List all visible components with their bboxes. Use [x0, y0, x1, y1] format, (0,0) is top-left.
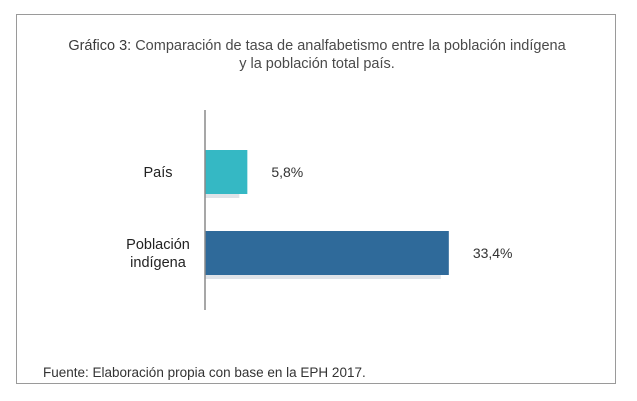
category-label: Población — [126, 237, 190, 253]
bar-poblacion-indigena — [205, 231, 449, 275]
category-label: País — [143, 165, 172, 181]
category-label: indígena — [130, 255, 187, 271]
bar-shadow — [205, 194, 240, 198]
source-note: Fuente: Elaboración propia con base en l… — [43, 365, 366, 380]
chart-title: Gráfico 3: Comparación de tasa de analfa… — [17, 37, 617, 73]
chart-title-line-2: y la población total país. — [239, 56, 395, 72]
bar-shadow — [205, 275, 441, 279]
bar-pais — [205, 150, 248, 194]
data-label: 33,4% — [473, 245, 513, 261]
bar-chart: 5,8% País 33,4% Población indígena — [126, 110, 513, 310]
chart-title-prefix: Gráfico 3: — [68, 38, 132, 54]
chart-frame: Gráfico 3: Comparación de tasa de analfa… — [16, 14, 616, 384]
chart-title-line-1: Gráfico 3: Comparación de tasa de analfa… — [17, 37, 617, 55]
data-label: 5,8% — [271, 164, 303, 180]
chart-title-text: Comparación de tasa de analfabetismo ent… — [135, 38, 566, 54]
